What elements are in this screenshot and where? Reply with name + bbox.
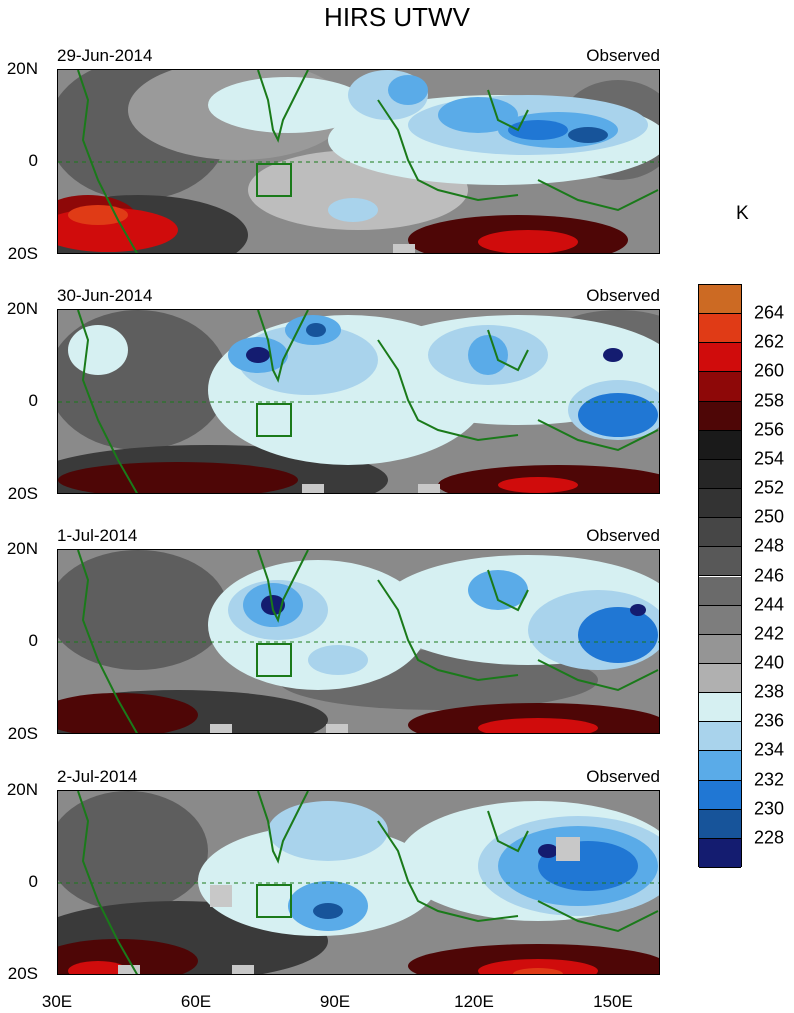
colorbar-tick-label: 238 bbox=[754, 681, 785, 702]
lat-label-20s: 20S bbox=[7, 724, 38, 743]
map-panel-1: 29-Jun-2014 Observed bbox=[57, 46, 660, 254]
colorbar-tick-label: 234 bbox=[754, 739, 785, 760]
colorbar-tick-label: 248 bbox=[754, 535, 785, 556]
lat-label-20s: 20S bbox=[7, 244, 38, 263]
colorbar-tick-label: 240 bbox=[754, 652, 785, 673]
lat-label-20s: 20S bbox=[7, 484, 38, 503]
colorbar-box bbox=[699, 780, 741, 810]
colorbar-box bbox=[699, 751, 741, 781]
colorbar-box bbox=[699, 372, 741, 402]
colorbar-tick-label: 258 bbox=[754, 390, 785, 411]
colorbar-tick-label: 232 bbox=[754, 769, 785, 790]
lat-label-eq: 0 bbox=[28, 872, 38, 891]
lat-label-eq: 0 bbox=[28, 631, 38, 650]
colorbar-tick-label: 230 bbox=[754, 798, 785, 819]
map-panel-4: 2-Jul-2014 Observed bbox=[57, 767, 660, 975]
colorbar-box bbox=[699, 605, 741, 635]
panel-label: Observed bbox=[586, 526, 660, 545]
lon-label-150e: 150E bbox=[593, 992, 633, 1011]
colorbar-tick-label: 262 bbox=[754, 331, 785, 352]
colorbar-tick-label: 242 bbox=[754, 623, 785, 644]
contour-field bbox=[57, 549, 660, 734]
lon-label-90e: 90E bbox=[319, 992, 351, 1011]
colorbar-box bbox=[699, 634, 741, 664]
contour-field bbox=[57, 790, 660, 975]
panel-date: 1-Jul-2014 bbox=[57, 526, 138, 545]
lon-label-30e: 30E bbox=[41, 992, 73, 1011]
colorbar-tick-label: 246 bbox=[754, 565, 785, 585]
colorbar-box bbox=[699, 576, 741, 606]
colorbar-box bbox=[699, 459, 741, 490]
colorbar-tick-label: 256 bbox=[754, 419, 785, 440]
colorbar-box bbox=[699, 838, 741, 868]
lon-label-120e: 120E bbox=[454, 992, 494, 1011]
colorbar-box bbox=[699, 343, 741, 373]
colorbar-box bbox=[699, 547, 741, 577]
colorbar-tick-label: 250 bbox=[754, 506, 785, 527]
contour-field bbox=[57, 309, 660, 494]
colorbar-box bbox=[699, 489, 741, 519]
colorbar-box bbox=[699, 430, 741, 460]
colorbar-unit: K bbox=[736, 203, 749, 224]
colorbar-box bbox=[699, 663, 741, 694]
panel-date: 2-Jul-2014 bbox=[57, 767, 138, 786]
colorbar bbox=[698, 284, 742, 868]
colorbar-box bbox=[699, 401, 741, 431]
contour-field bbox=[57, 69, 660, 254]
panel-date: 29-Jun-2014 bbox=[57, 46, 153, 65]
colorbar-tick-label: 236 bbox=[754, 710, 785, 731]
map-panel-3: 1-Jul-2014 Observed bbox=[57, 526, 660, 734]
lat-label-20s: 20S bbox=[7, 964, 38, 983]
lat-label-eq: 0 bbox=[28, 391, 38, 410]
figure-title: HIRS UTWV bbox=[324, 2, 470, 32]
colorbar-box bbox=[699, 285, 741, 315]
colorbar-tick-label: 260 bbox=[754, 360, 785, 381]
lon-label-60e: 60E bbox=[180, 992, 212, 1011]
colorbar-box bbox=[699, 693, 741, 723]
colorbar-box bbox=[699, 809, 741, 839]
lat-label-20n: 20N bbox=[6, 539, 38, 558]
lat-label-20n: 20N bbox=[6, 59, 38, 78]
colorbar-tick-label: 254 bbox=[754, 448, 785, 469]
colorbar-tick-label: 264 bbox=[754, 302, 785, 323]
lat-label-20n: 20N bbox=[6, 299, 38, 318]
panel-label: Observed bbox=[586, 286, 660, 305]
lat-label-eq: 0 bbox=[28, 151, 38, 170]
colorbar-box bbox=[699, 314, 741, 344]
colorbar-tick-label: 244 bbox=[754, 594, 785, 615]
panel-label: Observed bbox=[586, 767, 660, 786]
lat-label-20n: 20N bbox=[6, 780, 38, 799]
colorbar-box bbox=[699, 722, 741, 752]
panel-label: Observed bbox=[586, 46, 660, 65]
colorbar-tick-label: 228 bbox=[754, 827, 785, 848]
panel-date: 30-Jun-2014 bbox=[57, 286, 153, 305]
map-panel-2: 30-Jun-2014 Observed bbox=[57, 286, 660, 494]
colorbar-box bbox=[699, 518, 741, 548]
colorbar-tick-label: 252 bbox=[754, 477, 785, 498]
